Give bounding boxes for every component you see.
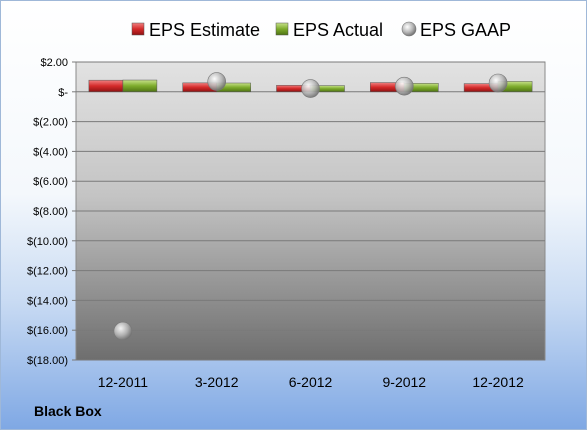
eps-gaap-marker [207, 72, 226, 91]
x-tick-label: 12-2011 [98, 374, 149, 390]
y-tick-label: $(10.00) [27, 236, 68, 248]
y-tick-label: $(4.00) [33, 146, 68, 158]
eps-gaap-marker [113, 321, 133, 341]
y-tick-label: $(12.00) [27, 266, 68, 278]
eps-actual-bar [122, 79, 158, 93]
x-tick-label: 6-2012 [289, 374, 333, 390]
legend-actual-swatch [275, 22, 289, 36]
y-tick-label: $(8.00) [33, 206, 68, 218]
x-axis: 12-2011 3-2012 6-2012 9-2012 12-2012 [98, 374, 524, 390]
eps-gaap-marker [394, 76, 414, 96]
legend-gaap-label: EPS GAAP [420, 20, 511, 40]
eps-estimate-bar [88, 79, 124, 93]
y-tick-label: $(18.00) [27, 355, 68, 367]
bars [88, 79, 533, 93]
legend-gaap-swatch [401, 21, 417, 37]
y-tick-label: $(14.00) [27, 295, 68, 307]
y-tick-label: $2.00 [40, 57, 68, 69]
x-tick-label: 9-2012 [383, 374, 427, 390]
legend-estimate-swatch [131, 22, 145, 36]
y-tick-label: $(16.00) [27, 325, 68, 337]
eps-gaap-marker [488, 73, 508, 93]
y-tick-label: $(2.00) [33, 117, 68, 129]
legend: EPS Estimate EPS Actual EPS GAAP [131, 20, 511, 40]
y-tick-label: $(6.00) [33, 176, 68, 188]
legend-actual-label: EPS Actual [293, 20, 383, 40]
eps-gaap-marker [301, 79, 320, 98]
x-tick-label: 3-2012 [195, 374, 239, 390]
legend-estimate-label: EPS Estimate [149, 20, 260, 40]
x-tick-label: 12-2012 [472, 374, 524, 390]
y-axis: $2.00 $- $(2.00) $(4.00) $(6.00) $(8.00) $(10.… [27, 57, 76, 367]
company-name: Black Box [34, 403, 102, 419]
gaap-markers [113, 72, 508, 341]
y-tick-label: $- [58, 87, 68, 99]
